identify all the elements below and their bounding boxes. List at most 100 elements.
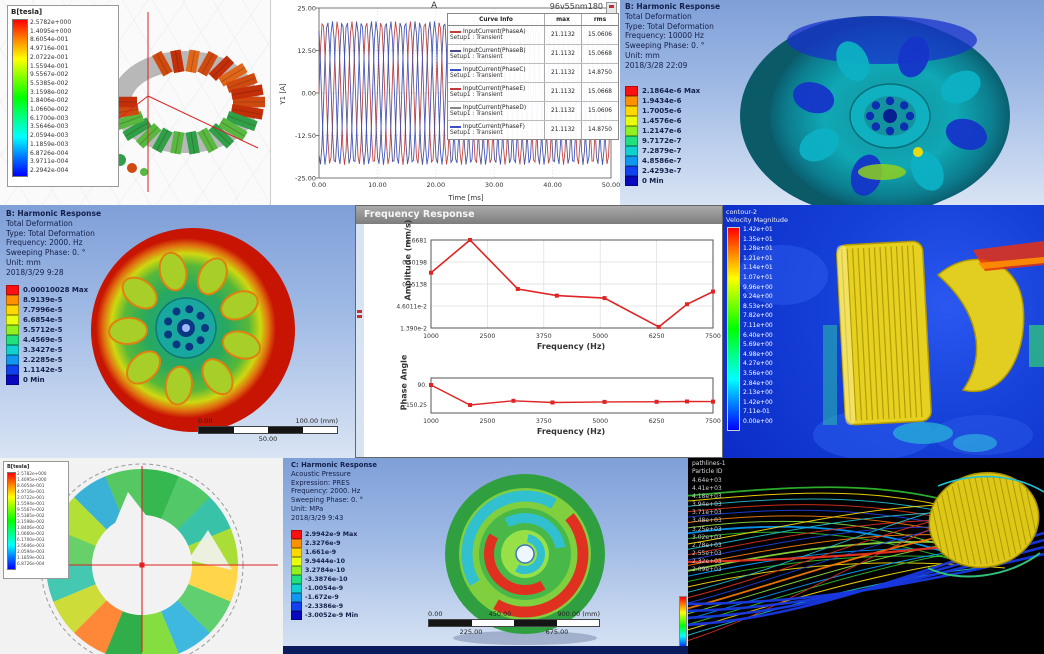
end-winding	[140, 168, 148, 176]
bolt-hole	[196, 336, 205, 345]
legend-entry: 1.7005e-6	[625, 106, 700, 116]
bolt-hole	[172, 307, 181, 316]
legend-value: 8.6054e-001	[30, 36, 69, 44]
bolt-hole	[185, 305, 194, 314]
scale-min: 0.00	[428, 610, 443, 618]
gear-tooth	[1025, 488, 1036, 532]
legend-value: 2.2942e-004	[30, 166, 69, 174]
legend-value: 2.0722e-001	[30, 53, 69, 61]
info-line: 2018/3/28 22:09	[625, 60, 688, 70]
panel-rotor-field: B[tesla] 2.5782e+000 1.4095e+000 8.6054e-0…	[0, 458, 283, 654]
streamline	[688, 503, 961, 593]
streamline	[937, 475, 1044, 493]
phase-curve	[430, 384, 714, 406]
legend-value: 4.9716e-001	[17, 490, 45, 495]
legend-label: 9.7172e-7	[642, 137, 682, 145]
legend-swatch	[6, 345, 19, 355]
rotor-legend: B[tesla] 2.5782e+000 1.4095e+000 8.6054e-0…	[3, 461, 69, 579]
legend-swatch	[625, 166, 638, 176]
coil-edge	[201, 53, 214, 75]
panel-cfd-velocity: contour-2 Velocity Magnitude 1.42e+01 1.3…	[723, 205, 1044, 458]
wheel-hole	[108, 316, 149, 345]
window-titlebar[interactable]: Frequency Response	[356, 206, 722, 224]
wheel-hole	[220, 290, 259, 321]
gear-tooth	[901, 245, 912, 418]
scale-min: 0.00	[198, 417, 213, 425]
tick-label: 4.6011e-2	[396, 303, 427, 310]
legend-value: 2.5782e+000	[30, 19, 72, 26]
legend-entry: 9.7172e-7	[625, 136, 700, 146]
info-line: Frequency: 2000. Hz	[291, 487, 361, 496]
legend-value: 7.11e-01	[743, 408, 770, 416]
panel-flux-torus: B[tesla] 2.5782e+000 1.4095e+000 8.6054e-0…	[0, 0, 270, 205]
gear-tooth	[895, 246, 907, 419]
rotor-legend-title: B[tesla]	[7, 464, 30, 470]
gear-tooth	[968, 478, 988, 565]
legend-entry: 6.6854e-5	[6, 315, 88, 325]
flux-sector	[53, 497, 108, 547]
legend-swatch	[291, 566, 302, 575]
legend-label: 7.2879e-7	[642, 147, 682, 155]
coil-edge	[231, 108, 263, 115]
scale-bar: 0.00 100.00 (mm) 50.00	[198, 417, 338, 443]
legend-value: 9.96e+00	[743, 283, 773, 291]
legend-entry: 1.1142e-5	[6, 365, 88, 375]
info-line: Sweeping Phase: 0. °	[6, 248, 86, 257]
curve-row: InputCurrent(PhaseC) Setup1 : Transient 2…	[448, 64, 618, 83]
tick-label: 12.50	[297, 47, 316, 55]
gear-tooth	[932, 508, 943, 552]
legend-entry: 1.661e-9	[291, 548, 358, 557]
tick-label: 1.390e-2	[400, 325, 427, 332]
pathlines-render	[688, 471, 1044, 642]
curve-rms: 14.8750	[581, 64, 618, 82]
coil-edge	[220, 121, 246, 137]
gear-tooth	[992, 475, 1011, 558]
end-winding	[127, 163, 137, 173]
legend-entry: 1.2147e-6	[625, 126, 700, 136]
coil-edge	[227, 115, 257, 127]
info-line: Total Deformation	[625, 11, 692, 21]
coil-edge	[227, 77, 257, 89]
flux-sector	[74, 476, 124, 531]
gear-tooth	[879, 247, 890, 419]
tick-label: 25.00	[297, 4, 316, 12]
legend-value: 1.4095e+000	[17, 478, 47, 483]
legend-swatch	[291, 548, 302, 557]
coil-segment	[152, 127, 173, 154]
coil-edge	[174, 50, 180, 73]
legend-entry: -1.672e-9	[291, 593, 358, 602]
legend-label: -1.672e-9	[305, 594, 339, 601]
flux-sector	[160, 599, 210, 654]
pathlines-name: pathlines-1	[692, 460, 726, 467]
flux-sector	[160, 476, 210, 531]
bolt-hole	[196, 311, 205, 320]
cfd-render	[738, 240, 1044, 458]
pathlines-variable: Particle ID	[692, 467, 723, 475]
tick-label: 5000	[592, 418, 608, 425]
curve-setup: Setup1 : Transient	[450, 54, 503, 60]
legend-value: 2.0722e-001	[17, 496, 45, 501]
streamline	[688, 559, 970, 631]
curve-rms: 15.0668	[581, 83, 618, 101]
coil-edge	[190, 50, 196, 73]
flux-sector	[141, 468, 179, 520]
data-marker	[602, 399, 607, 404]
tick-label: 40.00	[543, 181, 562, 189]
info-line: Unit: mm	[625, 50, 660, 60]
tick-label: 0.50198	[402, 259, 427, 266]
gear-tooth	[951, 486, 970, 564]
legend-entry: 2.1864e-6 Max	[625, 86, 700, 96]
tick-label: 0.00	[312, 181, 326, 189]
legend-value: 3.1598e-002	[30, 88, 69, 96]
curve-max: 21.1132	[544, 121, 581, 139]
legend-swatch	[291, 557, 302, 566]
legend-value: 6.40e+00	[743, 331, 773, 339]
bolt-hole	[172, 340, 181, 349]
tick-label: 7500	[705, 418, 721, 425]
tick-label: 5000	[592, 333, 608, 340]
coil-segment	[185, 130, 200, 155]
legend-value: 1.5594e-001	[17, 502, 45, 507]
legend-value: 4.98e+00	[743, 350, 773, 358]
center-hole	[515, 544, 535, 564]
